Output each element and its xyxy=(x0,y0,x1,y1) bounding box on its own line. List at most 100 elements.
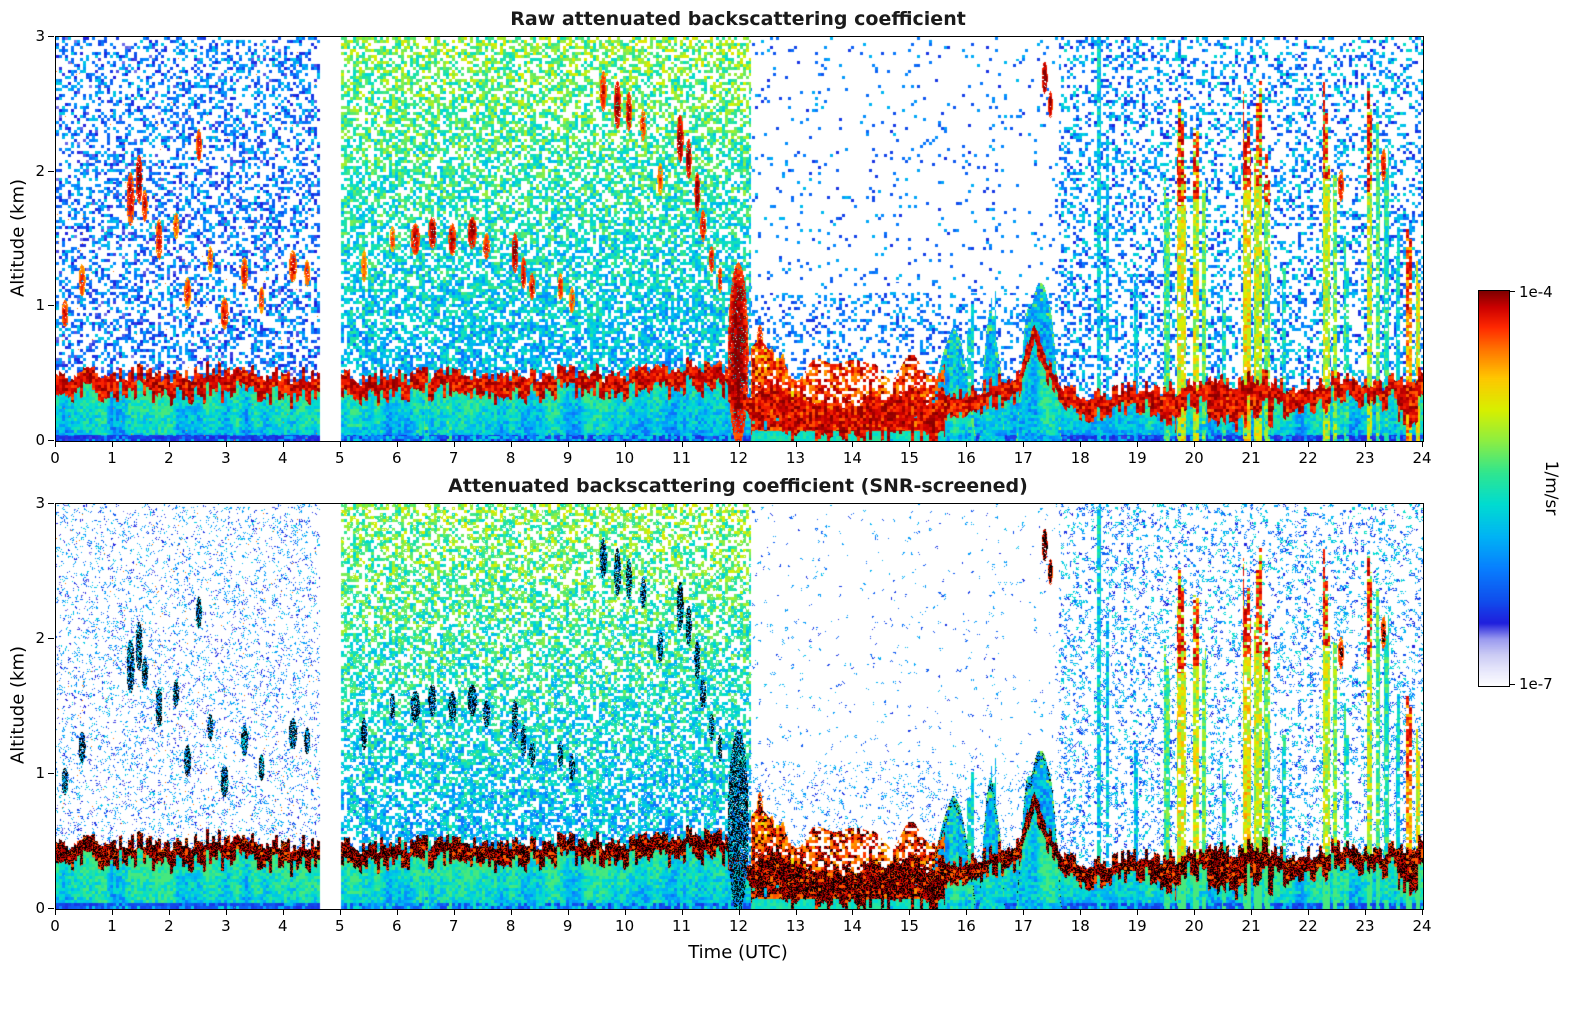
x-tick-mark xyxy=(396,441,398,447)
x-tick-label: 11 xyxy=(671,449,692,467)
colorbar-tick-min xyxy=(1509,684,1515,685)
x-tick-mark xyxy=(852,909,854,915)
x-tick-mark xyxy=(1308,909,1310,915)
x-tick-label: 20 xyxy=(1184,449,1204,467)
x-tick-label: 10 xyxy=(615,449,635,467)
top-heatmap-panel xyxy=(55,36,1424,442)
x-tick-label: 4 xyxy=(278,449,288,467)
x-tick-label: 24 xyxy=(1412,917,1432,935)
y-tick-label: 3 xyxy=(35,27,45,45)
x-tick-label: 8 xyxy=(505,449,516,467)
x-tick-mark xyxy=(966,909,968,915)
x-tick-label: 21 xyxy=(1241,917,1261,935)
x-tick-label: 19 xyxy=(1127,917,1147,935)
y-tick-label: 1 xyxy=(35,296,45,315)
x-tick-mark xyxy=(453,909,455,915)
x-tick-label: 6 xyxy=(392,917,402,935)
x-tick-mark xyxy=(624,909,626,915)
x-tick-label: 23 xyxy=(1355,449,1375,467)
x-tick-mark xyxy=(1365,441,1366,447)
x-tick-label: 6 xyxy=(392,449,402,467)
x-tick-label: 5 xyxy=(335,917,345,935)
top-heatmap-canvas xyxy=(56,37,1423,441)
x-tick-mark xyxy=(1194,441,1196,447)
x-tick-mark xyxy=(339,909,341,915)
x-tick-label: 16 xyxy=(956,917,976,935)
x-tick-label: 3 xyxy=(221,917,231,935)
x-tick-label: 22 xyxy=(1298,449,1318,467)
x-tick-label: 0 xyxy=(50,449,60,467)
colorbar xyxy=(1478,290,1510,687)
x-tick-mark xyxy=(567,909,569,915)
y-tick-mark xyxy=(48,773,54,774)
x-tick-mark xyxy=(282,909,284,915)
x-tick-mark xyxy=(1251,909,1253,915)
colorbar-tick-max xyxy=(1509,291,1515,292)
x-tick-label: 18 xyxy=(1070,917,1090,935)
x-tick-label: 4 xyxy=(278,917,288,935)
x-tick-label: 8 xyxy=(505,917,516,935)
x-tick-mark xyxy=(909,909,911,915)
bottom-panel-title: Attenuated backscattering coefficient (S… xyxy=(448,475,1028,497)
x-tick-mark xyxy=(1137,909,1139,915)
x-tick-mark xyxy=(1194,909,1196,915)
x-tick-label: 14 xyxy=(842,449,862,467)
y-tick-label: 1 xyxy=(35,764,45,782)
top-panel-title: Raw attenuated backscattering coefficien… xyxy=(510,8,966,30)
x-tick-mark xyxy=(852,441,854,447)
x-tick-mark xyxy=(112,909,113,915)
x-tick-mark xyxy=(738,441,740,447)
x-tick-label: 24 xyxy=(1412,449,1432,467)
x-tick-mark xyxy=(55,441,56,447)
x-tick-label: 1 xyxy=(107,917,117,935)
x-tick-label: 15 xyxy=(899,449,919,467)
y-tick-label: 0 xyxy=(35,431,45,449)
y-tick-mark xyxy=(48,305,54,307)
x-tick-label: 9 xyxy=(562,449,573,467)
x-tick-mark xyxy=(1251,441,1253,447)
x-tick-mark xyxy=(1023,441,1025,447)
x-tick-mark xyxy=(567,441,569,447)
x-tick-label: 7 xyxy=(448,449,459,467)
y-tick-label: 0 xyxy=(35,899,45,917)
x-tick-label: 3 xyxy=(221,449,231,467)
x-tick-mark xyxy=(168,441,170,447)
x-tick-label: 0 xyxy=(50,917,60,935)
x-tick-label: 9 xyxy=(562,917,573,935)
colorbar-max-label: 1e-4 xyxy=(1519,283,1553,301)
x-tick-mark xyxy=(225,909,227,915)
x-tick-mark xyxy=(1422,909,1423,915)
y-tick-mark xyxy=(48,503,54,504)
y-tick-label: 2 xyxy=(35,161,45,180)
y-tick-mark xyxy=(48,170,54,172)
y-tick-label: 2 xyxy=(35,629,45,647)
x-tick-mark xyxy=(112,441,113,447)
colorbar-unit-label: 1/m/sr xyxy=(1541,460,1561,516)
x-tick-label: 2 xyxy=(164,449,174,467)
y-tick-mark xyxy=(48,638,54,639)
y-axis-label-bottom: Altitude (km) xyxy=(7,645,29,765)
x-tick-label: 11 xyxy=(671,917,692,935)
bottom-heatmap-canvas xyxy=(56,504,1423,909)
x-axis-label: Time (UTC) xyxy=(688,942,788,963)
x-tick-mark xyxy=(795,441,797,447)
x-tick-label: 12 xyxy=(728,449,749,467)
x-tick-mark xyxy=(909,441,911,447)
x-tick-mark xyxy=(225,441,227,447)
x-tick-label: 13 xyxy=(785,917,806,935)
x-tick-label: 20 xyxy=(1184,917,1204,935)
x-tick-mark xyxy=(282,441,284,447)
x-tick-label: 10 xyxy=(615,917,635,935)
x-tick-label: 19 xyxy=(1127,449,1147,467)
x-tick-mark xyxy=(795,909,797,915)
colorbar-min-label: 1e-7 xyxy=(1519,675,1553,693)
x-tick-label: 13 xyxy=(785,449,806,467)
x-tick-mark xyxy=(1080,909,1082,915)
x-tick-label: 14 xyxy=(842,917,862,935)
x-tick-mark xyxy=(1023,909,1025,915)
y-tick-label: 3 xyxy=(35,494,45,512)
colorbar-gradient xyxy=(1479,291,1509,686)
x-tick-label: 1 xyxy=(107,449,117,467)
x-tick-label: 5 xyxy=(335,449,345,467)
